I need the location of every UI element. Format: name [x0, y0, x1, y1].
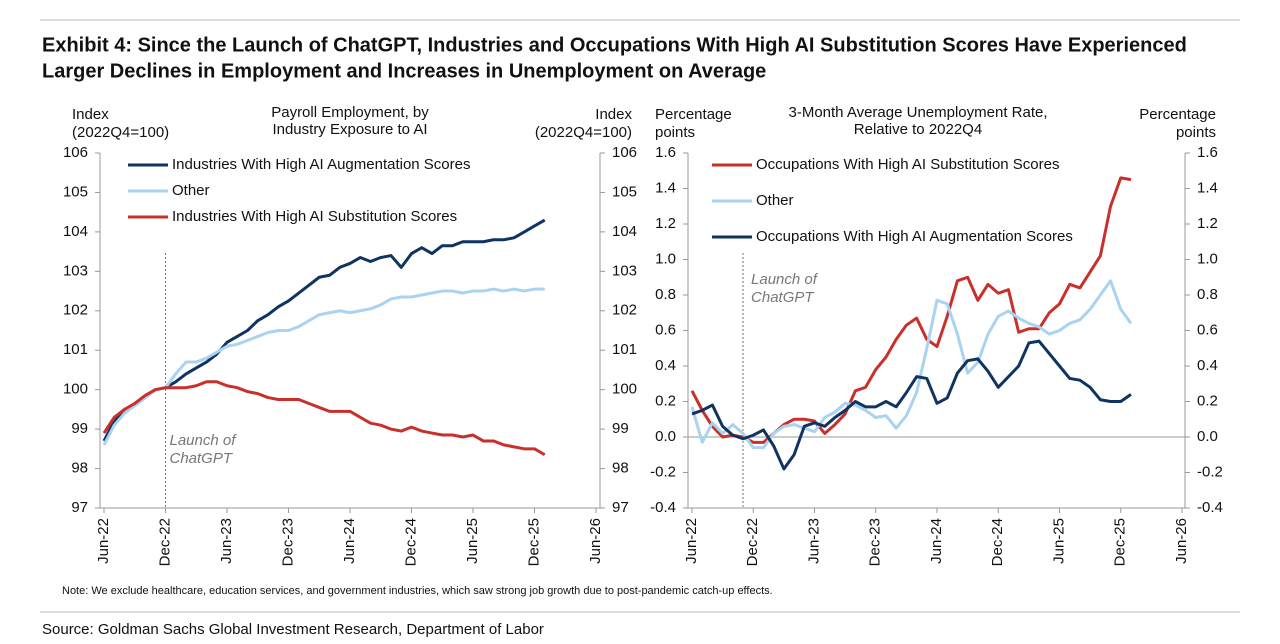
legend-label: Industries With High AI Augmentation Sco… [172, 156, 470, 173]
source: Source: Goldman Sachs Global Investment … [42, 621, 544, 638]
y-tick-label: 104 [63, 223, 88, 240]
y-tick-label: 97 [71, 499, 88, 516]
y-axis-label: (2022Q4=100) [72, 124, 169, 141]
x-tick-label: Jun-24 [928, 518, 945, 564]
y-tick-label: 106 [63, 144, 88, 161]
series-line [690, 279, 1133, 450]
y-tick-label: 103 [63, 262, 88, 279]
x-tick-label: Dec-23 [867, 518, 884, 566]
panel-title: Payroll Employment, by [271, 104, 429, 121]
y-tick-label: -0.4 [650, 499, 676, 516]
y2-tick-label: 99 [612, 420, 629, 437]
x-tick-label: Jun-23 [805, 518, 822, 564]
series-line [690, 176, 1132, 444]
y-tick-label: 99 [71, 420, 88, 437]
y2-tick-label: 1.4 [1197, 179, 1218, 196]
y-tick-label: 0.8 [655, 286, 676, 303]
x-tick-label: Dec-22 [156, 518, 173, 566]
y2-tick-label: 0.8 [1197, 286, 1218, 303]
y2-tick-label: 0.4 [1197, 357, 1218, 374]
y2-tick-label: 101 [612, 341, 637, 358]
y2-tick-label: 1.2 [1197, 215, 1218, 232]
y2-axis-label: (2022Q4=100) [535, 124, 632, 141]
series-line [691, 339, 1132, 471]
x-tick-label: Jun-25 [464, 518, 481, 564]
exhibit-title: Larger Declines in Employment and Increa… [42, 60, 766, 82]
y-axis-label: Index [72, 106, 109, 123]
y-axis-label: points [655, 124, 695, 141]
x-tick-label: Dec-25 [1112, 518, 1129, 566]
y2-tick-label: 97 [612, 499, 629, 516]
y-tick-label: 1.6 [655, 144, 676, 161]
y2-axis-label: Index [595, 106, 632, 123]
annotation: Launch of [751, 271, 819, 288]
y-tick-label: 1.2 [655, 215, 676, 232]
y2-axis-label: points [1176, 124, 1216, 141]
y2-tick-label: 98 [612, 460, 629, 477]
exhibit-title: Exhibit 4: Since the Launch of ChatGPT, … [42, 34, 1187, 56]
y-tick-label: 0.4 [655, 357, 676, 374]
legend-label: Other [756, 192, 794, 209]
annotation: ChatGPT [170, 450, 234, 467]
y-tick-label: 105 [63, 183, 88, 200]
y2-tick-label: 0.2 [1197, 392, 1218, 409]
y2-tick-label: 106 [612, 144, 637, 161]
y2-tick-label: 102 [612, 302, 637, 319]
y2-tick-label: 100 [612, 381, 637, 398]
y2-tick-label: 0.6 [1197, 321, 1218, 338]
x-tick-label: Jun-23 [218, 518, 235, 564]
y-tick-label: 98 [71, 460, 88, 477]
x-tick-label: Jun-26 [1173, 518, 1190, 564]
y2-tick-label: 105 [612, 183, 637, 200]
x-tick-label: Dec-25 [525, 518, 542, 566]
y-tick-label: 1.0 [655, 250, 676, 267]
annotation: Launch of [170, 432, 238, 449]
legend-label: Occupations With High AI Substitution Sc… [756, 156, 1059, 173]
x-tick-label: Dec-23 [279, 518, 296, 566]
x-tick-label: Dec-24 [989, 518, 1006, 566]
y-tick-label: 100 [63, 381, 88, 398]
x-tick-label: Jun-24 [341, 518, 358, 564]
legend-label: Industries With High AI Substitution Sco… [172, 208, 457, 225]
y-tick-label: 0.2 [655, 392, 676, 409]
y2-tick-label: -0.4 [1197, 499, 1223, 516]
series-line [102, 218, 546, 442]
y-tick-label: 1.4 [655, 179, 676, 196]
x-tick-label: Jun-25 [1050, 518, 1067, 564]
panel-title: 3-Month Average Unemployment Rate, [788, 104, 1047, 121]
y-tick-label: 0.0 [655, 428, 676, 445]
y-tick-label: 101 [63, 341, 88, 358]
y-tick-label: -0.2 [650, 463, 676, 480]
x-tick-label: Jun-26 [587, 518, 604, 564]
legend-label: Other [172, 182, 210, 199]
y-tick-label: 0.6 [655, 321, 676, 338]
y2-tick-label: 0.0 [1197, 428, 1218, 445]
y-axis-label: Percentage [655, 106, 732, 123]
y2-tick-label: 1.6 [1197, 144, 1218, 161]
y-tick-label: 102 [63, 302, 88, 319]
y2-tick-label: 104 [612, 223, 637, 240]
y2-tick-label: -0.2 [1197, 463, 1223, 480]
panel-title: Industry Exposure to AI [272, 121, 427, 138]
series-line [102, 287, 545, 446]
y2-axis-label: Percentage [1139, 106, 1216, 123]
x-tick-label: Dec-24 [402, 518, 419, 566]
y2-tick-label: 1.0 [1197, 250, 1218, 267]
annotation: ChatGPT [751, 289, 815, 306]
y2-tick-label: 103 [612, 262, 637, 279]
legend-label: Occupations With High AI Augmentation Sc… [756, 228, 1073, 245]
x-tick-label: Jun-22 [683, 518, 700, 564]
series-line [102, 380, 546, 457]
x-tick-label: Jun-22 [95, 518, 112, 564]
note: Note: We exclude healthcare, education s… [62, 585, 773, 597]
panel-title: Relative to 2022Q4 [854, 121, 982, 138]
x-tick-label: Dec-22 [744, 518, 761, 566]
